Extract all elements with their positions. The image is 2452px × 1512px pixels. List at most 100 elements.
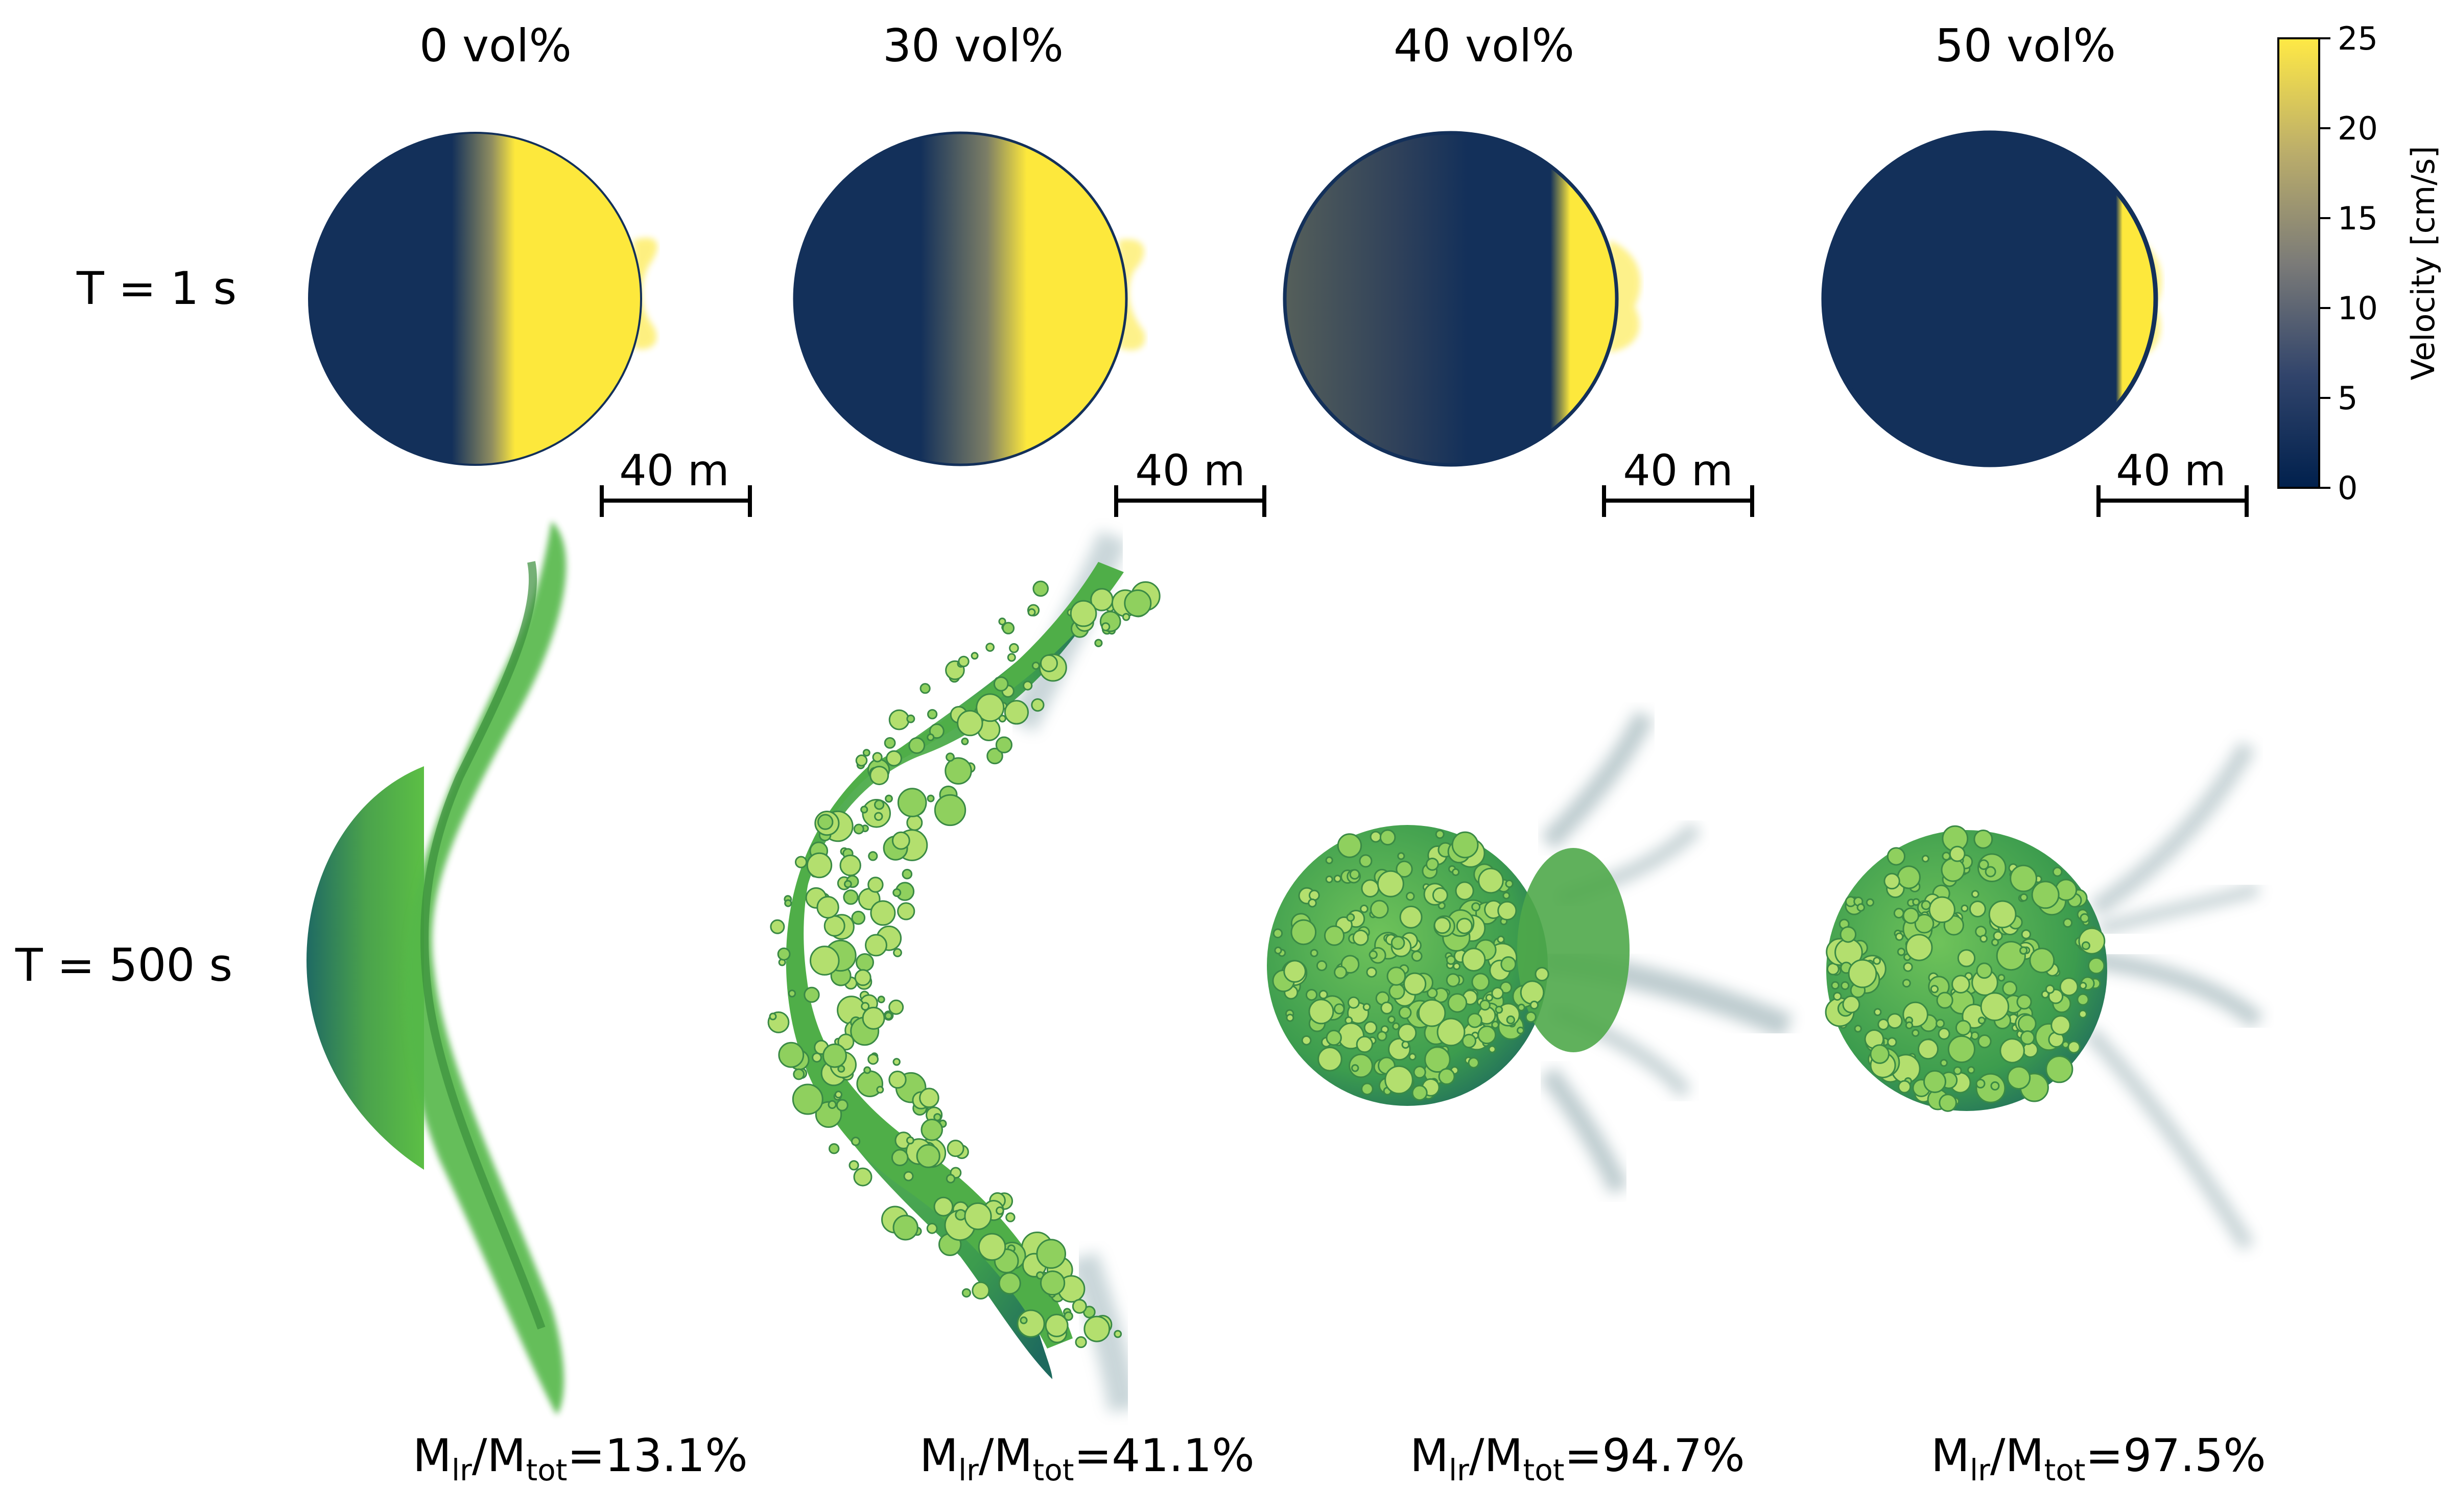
bubble (1027, 608, 1036, 617)
bubbles-40vol (1272, 829, 1549, 1101)
bubble (947, 1140, 964, 1157)
bubble (888, 709, 910, 730)
bubble (1363, 1021, 1378, 1035)
bubble (1505, 879, 1514, 888)
bubble (1479, 999, 1491, 1011)
bubble (1451, 831, 1479, 859)
bubble (1936, 1019, 1945, 1028)
bubble (848, 1160, 859, 1171)
scale-bar-40: 40 m (1602, 445, 1754, 517)
row-label-500s: T = 500 s (15, 939, 232, 991)
bubble (1936, 991, 1953, 1009)
bubble (1064, 1311, 1073, 1321)
bubble (902, 868, 913, 880)
bubble (1426, 858, 1439, 871)
bubble (2079, 982, 2087, 990)
bubble (1902, 979, 1911, 988)
bubble (876, 1085, 884, 1094)
bubble (2045, 984, 2055, 994)
bubble (916, 1144, 940, 1168)
bubble (1004, 700, 1029, 725)
bubble (976, 693, 1005, 722)
bubble (1831, 981, 1840, 990)
bubble (1491, 987, 1504, 1000)
bubble (1310, 949, 1318, 957)
bubble (1939, 1094, 1957, 1112)
bubble (1286, 1013, 1294, 1022)
bubble (1452, 868, 1460, 877)
bubble (1446, 955, 1456, 965)
bubble (865, 934, 887, 957)
bubble (1497, 935, 1505, 943)
bubble (1971, 890, 1979, 899)
bubble (1040, 654, 1058, 672)
bubble (1978, 859, 1989, 870)
bubble (1957, 949, 1976, 967)
bubble (1356, 1035, 1374, 1053)
bubble (1094, 639, 1103, 648)
bubble (1408, 1053, 1417, 1061)
bubble (884, 737, 896, 749)
bubble (877, 996, 885, 1004)
bubble (1380, 1001, 1394, 1014)
bubble (816, 895, 839, 919)
bubble (934, 794, 966, 826)
bubble (1007, 653, 1016, 662)
bubble (1017, 1309, 1045, 1338)
bubble (1938, 1027, 1950, 1040)
bubble (806, 852, 833, 879)
bubble (1040, 1270, 1066, 1296)
column-header-0: 0 vol% (419, 19, 572, 72)
bubble (1317, 1047, 1342, 1072)
bubble (1969, 901, 1986, 917)
bubble (1272, 928, 1283, 938)
bubble (1940, 1059, 1948, 1067)
bubble (1477, 1025, 1497, 1045)
bubble (1887, 1037, 1897, 1047)
bubble (1918, 1038, 1939, 1060)
bubble (851, 1137, 861, 1146)
bubble (828, 1100, 837, 1109)
bubble (1930, 985, 1939, 994)
bubble (884, 1011, 893, 1020)
bubble (2063, 918, 2073, 928)
bubble (1433, 916, 1451, 934)
bubble (1893, 908, 1904, 919)
bubble (2019, 893, 2028, 902)
bubble (869, 766, 889, 786)
bubble (1928, 896, 1955, 924)
scale-bar-50: 40 m (2096, 445, 2249, 517)
bubble (1290, 919, 1317, 946)
bubble (995, 736, 1013, 753)
svg-text:40 m: 40 m (619, 445, 729, 495)
bubble (1023, 680, 1033, 691)
bubble (1101, 622, 1111, 631)
bubble (1403, 972, 1427, 996)
bubble (1075, 1336, 1087, 1349)
bubble (1398, 1006, 1412, 1020)
bubble (1973, 830, 1993, 849)
bubble (2080, 913, 2090, 923)
bubble (1031, 698, 1045, 712)
bubble (1975, 1078, 1986, 1089)
bubble (1413, 1066, 1426, 1079)
bubble (885, 794, 893, 803)
bubble (867, 877, 884, 893)
bubble (1360, 904, 1369, 913)
bubble (1124, 589, 1152, 617)
bubble (1083, 1315, 1111, 1342)
bubble (888, 1070, 907, 1089)
mass-ratios: Mlr/Mtot=13.1% Mlr/Mtot=41.1% Mlr/Mtot=9… (413, 1429, 2266, 1487)
bubble (1359, 854, 1373, 868)
bubble (1301, 1035, 1312, 1046)
bubble (863, 1066, 871, 1074)
bubble (1997, 974, 2006, 982)
bubble (1397, 852, 1405, 860)
bubble (1996, 941, 2026, 971)
bubble (1447, 993, 1468, 1013)
bubble (1848, 959, 1877, 988)
bubble (1384, 1065, 1413, 1095)
disc-50vol (1821, 130, 2162, 467)
bubbles-50vol (1825, 825, 2106, 1112)
bubble (1912, 898, 1920, 906)
